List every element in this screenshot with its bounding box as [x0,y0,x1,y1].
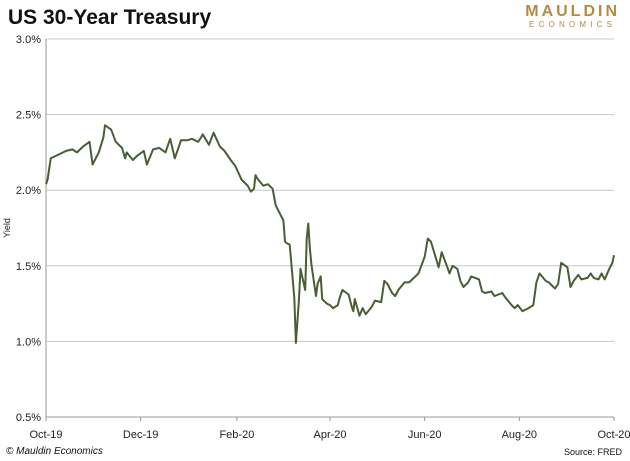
y-axis-label: Yield [2,218,12,238]
x-tick-label: Oct-19 [29,429,62,441]
y-tick-label: 2.0% [16,185,41,197]
logo-wordmark-bottom: ECONOMICS [529,20,617,29]
x-tick-label: Oct-20 [597,429,630,441]
y-tick-label: 3.0% [16,34,41,46]
y-tick-label: 2.5% [16,110,41,122]
x-tick-label: Feb-20 [219,429,254,441]
mauldin-economics-logo: MAULDIN ECONOMICS [525,4,620,30]
copyright-note: © Mauldin Economics [6,446,103,457]
axes [45,39,615,421]
x-tick-label: Jun-20 [408,429,442,441]
x-tick-label: Dec-19 [123,429,158,441]
gridlines [46,38,614,342]
source-note: Source: FRED [563,447,622,457]
x-tick-label: Apr-20 [313,429,346,441]
x-tick-labels: Oct-19 Dec-19 Feb-20 Apr-20 Jun-20 Aug-20 Oct-… [29,429,630,441]
y-tick-labels: 0.5% 1.0% 1.5% 2.0% 2.5% 3.0% [16,34,41,424]
logo-wordmark-top: MAULDIN [525,3,620,20]
series-group [45,124,615,344]
x-tick-label: Aug-20 [502,429,537,441]
y-tick-label: 1.0% [16,336,41,348]
y-tick-label: 1.5% [16,261,41,273]
y-tick-label: 0.5% [16,412,41,424]
chart-title: US 30-Year Treasury [8,6,212,29]
yield-line-series-0 [45,124,615,344]
